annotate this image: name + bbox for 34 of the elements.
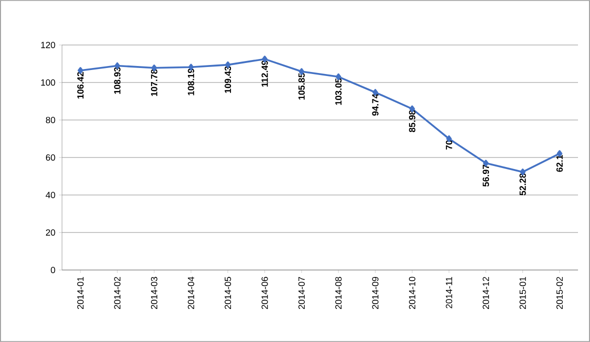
x-tick-label: 2015-01 (520, 276, 526, 309)
data-label: 109.43 (224, 66, 232, 93)
x-tick-label: 2014-07 (298, 276, 305, 309)
x-tick-label: 2014-01 (77, 276, 84, 309)
y-tick-label: 20 (46, 229, 56, 236)
x-tick-label: 2014-10 (408, 276, 416, 309)
data-label: 108.19 (188, 68, 194, 96)
y-tick-label: 0 (50, 266, 56, 274)
data-label: 103.05 (335, 78, 342, 105)
y-tick-label: 100 (41, 79, 56, 86)
x-tick-label: 2014-02 (114, 276, 120, 309)
y-tick-label: 120 (41, 42, 56, 48)
data-label: 108.93 (114, 67, 120, 94)
data-label: 107.78 (150, 69, 158, 96)
x-tick-label: 2014-09 (372, 276, 378, 309)
x-tick-label: 2014-08 (335, 276, 342, 309)
data-label: 105.85 (298, 72, 305, 100)
data-label: 52.28 (520, 173, 526, 196)
y-tick-label: 40 (46, 192, 56, 198)
x-tick-label: 2014-06 (262, 276, 268, 309)
data-label: 106.42 (77, 72, 84, 99)
x-tick-label: 2014-03 (150, 276, 158, 309)
data-label: 85.98 (408, 110, 416, 132)
x-tick-label: 2014-12 (482, 276, 490, 309)
x-tick-label: 2015-02 (556, 276, 563, 309)
data-label: 94.74 (372, 94, 378, 116)
data-label: 56.97 (482, 164, 490, 187)
x-tick-label: 2014-04 (188, 276, 194, 309)
y-tick-label: 80 (46, 116, 56, 124)
y-tick-label: 60 (46, 154, 56, 161)
data-label: 62.1 (556, 155, 563, 172)
x-tick-label: 2014-05 (224, 276, 232, 309)
data-label: 112.49 (262, 60, 268, 87)
x-tick-label: 2014-11 (446, 276, 452, 308)
